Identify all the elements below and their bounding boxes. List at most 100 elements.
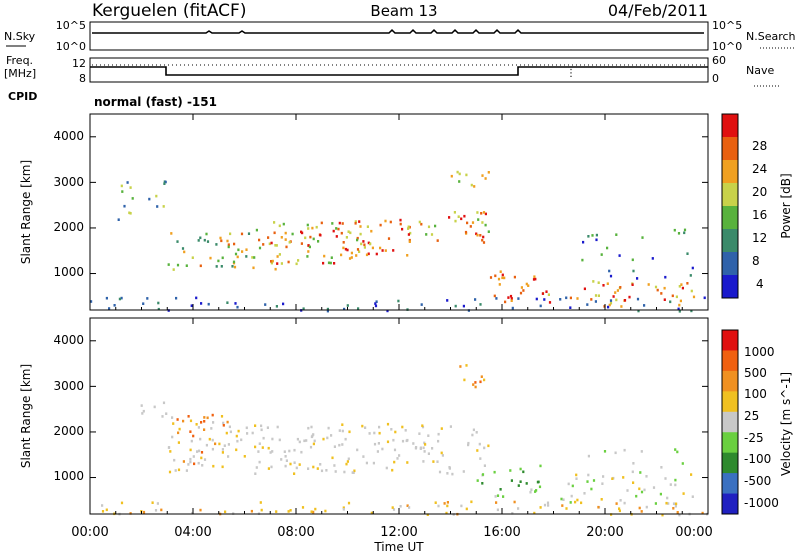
velocity-cell — [226, 420, 229, 424]
power-cell — [631, 283, 634, 286]
power-frame — [89, 113, 709, 311]
power-cell — [454, 219, 457, 223]
power-cell — [123, 204, 126, 208]
velocity-cell — [325, 469, 328, 472]
frequency-panel: ⋮ Freq. [MHz] 12 8 60 0 Nave — [4, 54, 780, 87]
velocity-cell — [200, 451, 204, 454]
velocity-cell — [396, 457, 399, 460]
velocity-cell — [266, 426, 269, 429]
velocity-cbar-tick-1000: 1000 — [744, 345, 775, 359]
x-tick-1600: 16:00 — [483, 525, 520, 540]
velocity-cell — [228, 425, 231, 429]
velocity-cell — [197, 426, 200, 429]
velocity-cell — [177, 441, 180, 444]
cpid-label: CPID — [8, 90, 37, 103]
power-cell — [356, 238, 359, 242]
velocity-cell — [240, 438, 243, 442]
power-cell — [479, 303, 482, 306]
power-cell — [389, 220, 392, 224]
power-cell — [482, 235, 485, 239]
x-tick-1200: 12:00 — [380, 525, 417, 540]
velocity-cell — [222, 424, 225, 427]
velocity-cell — [562, 498, 565, 501]
velocity-cell — [391, 506, 394, 509]
velocity-cell — [218, 442, 221, 446]
power-cell — [176, 240, 179, 243]
velocity-y-tick-3000: 3000 — [53, 379, 84, 393]
velocity-cell — [222, 421, 225, 425]
velocity-cell — [660, 466, 663, 469]
power-cell — [121, 190, 124, 193]
power-cell — [671, 294, 674, 298]
velocity-cell — [210, 427, 213, 430]
power-y-ticks: 1000 2000 3000 4000 — [53, 114, 709, 310]
power-cell — [255, 228, 258, 232]
power-cell — [176, 263, 180, 267]
power-cell — [90, 300, 93, 303]
velocity-cell — [575, 477, 578, 480]
velocity-cell — [203, 458, 207, 461]
power-cell — [108, 307, 111, 310]
velocity-cell — [576, 498, 579, 502]
colorbar-swatch — [722, 452, 738, 474]
power-cell — [190, 304, 193, 307]
velocity-cell — [496, 508, 499, 512]
velocity-cell — [338, 443, 341, 447]
velocity-cell — [310, 425, 313, 429]
velocity-cell — [221, 451, 224, 454]
velocity-cell — [682, 492, 685, 495]
power-cell — [679, 299, 682, 303]
velocity-cell — [618, 507, 621, 510]
velocity-cbar-tick-m500: -500 — [744, 474, 771, 488]
velocity-cell — [445, 511, 448, 515]
velocity-cell — [418, 432, 421, 435]
power-cell — [690, 309, 693, 313]
velocity-cell — [519, 467, 522, 471]
velocity-cell — [262, 436, 265, 440]
power-cell — [262, 243, 265, 246]
velocity-cell — [530, 488, 533, 491]
power-cell — [307, 227, 310, 230]
power-cell — [146, 297, 149, 300]
velocity-cell — [659, 492, 662, 496]
velocity-cell — [161, 415, 164, 418]
velocity-cell — [394, 430, 397, 434]
power-cell — [280, 262, 283, 265]
power-cell — [476, 233, 479, 237]
power-cell — [274, 244, 277, 247]
velocity-cell — [422, 446, 425, 450]
velocity-cell — [313, 439, 316, 443]
velocity-cell — [427, 434, 430, 437]
velocity-cell — [377, 442, 380, 445]
velocity-cell — [190, 439, 193, 443]
power-cell — [175, 296, 178, 300]
x-tick-2400: 00:00 — [675, 525, 712, 540]
velocity-cell — [189, 430, 192, 433]
power-cell — [227, 245, 230, 249]
velocity-cell — [211, 447, 214, 451]
power-cell — [359, 225, 362, 228]
velocity-cell — [479, 380, 482, 384]
velocity-cell — [640, 510, 643, 513]
power-cell — [322, 261, 325, 265]
velocity-cell — [471, 433, 474, 437]
velocity-cell — [427, 452, 430, 455]
velocity-cell — [298, 440, 301, 444]
power-cell — [631, 258, 634, 262]
power-cell — [473, 185, 476, 188]
power-cell — [300, 242, 303, 245]
velocity-colorbar — [722, 330, 738, 515]
power-cell — [326, 309, 329, 313]
velocity-cell — [295, 466, 298, 470]
power-cell — [268, 242, 271, 246]
power-cell — [678, 303, 681, 307]
velocity-cell — [203, 420, 206, 423]
power-cell — [619, 286, 622, 289]
freq-left-tick-bottom: 8 — [79, 72, 86, 85]
power-cell — [620, 305, 623, 308]
velocity-cell — [517, 507, 520, 510]
power-cell — [207, 302, 210, 306]
velocity-cell — [386, 422, 390, 426]
velocity-cell — [307, 467, 310, 470]
